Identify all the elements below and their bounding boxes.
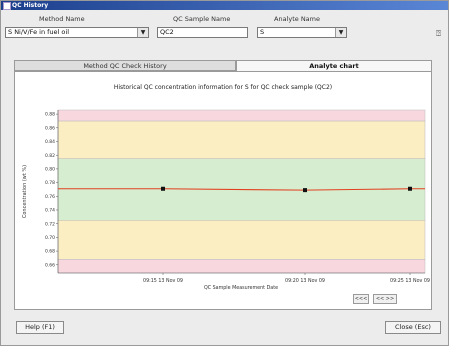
y-axis-label: Concentration (wt %): [22, 165, 28, 218]
y-tick-label: 0.86: [45, 125, 55, 131]
y-tick-label: 0.76: [45, 194, 55, 200]
analyte-name-value: S: [260, 28, 265, 36]
data-point: [303, 188, 307, 193]
y-tick-label: 0.80: [45, 166, 55, 172]
title-bar: QC History: [1, 1, 448, 10]
band-warn: [57, 120, 426, 159]
band-bad: [57, 109, 426, 122]
window-title: QC History: [12, 2, 49, 9]
tab-analyte-chart[interactable]: Analyte chart: [236, 60, 432, 71]
x-tick-label: 09:20 13 Nov 09: [285, 278, 325, 284]
chevron-down-icon[interactable]: ▼: [137, 28, 148, 37]
qc-chart: Historical QC concentration information …: [22, 84, 430, 291]
y-tick-label: 0.72: [45, 221, 55, 227]
nav-next-button[interactable]: << >>: [373, 294, 397, 304]
y-tick-label: 0.66: [45, 262, 55, 268]
x-tick-label: 09:15 13 Nov 09: [143, 278, 183, 284]
y-tick-label: 0.84: [45, 139, 55, 145]
data-point: [161, 186, 165, 191]
y-tick-label: 0.70: [45, 235, 55, 241]
tab-method-qc-check-history[interactable]: Method QC Check History: [14, 60, 236, 71]
x-tick-label: 09:25 13 Nov 09: [390, 278, 430, 284]
y-tick-label: 0.68: [45, 249, 55, 255]
y-tick-label: 0.82: [45, 153, 55, 159]
chart-panel: Historical QC concentration information …: [14, 71, 432, 310]
qc-sample-name-field[interactable]: QC2: [157, 27, 248, 38]
analyte-name-select[interactable]: S ▼: [257, 27, 347, 38]
y-tick-label: 0.74: [45, 208, 55, 214]
method-name-label: Method Name: [39, 15, 85, 23]
method-name-select[interactable]: S Ni/V/Fe in fuel oil ▼: [5, 27, 149, 38]
y-tick-label: 0.78: [45, 180, 55, 186]
close-button[interactable]: Close (Esc): [385, 321, 441, 334]
analyte-name-label: Analyte Name: [274, 15, 320, 23]
nav-prev-button[interactable]: <<<: [353, 294, 369, 304]
data-point: [408, 186, 412, 191]
chart-title: Historical QC concentration information …: [114, 84, 332, 91]
help-icon[interactable]: ⍰: [436, 29, 441, 38]
band-bad: [57, 259, 426, 274]
chevron-down-icon[interactable]: ▼: [335, 28, 346, 37]
method-name-value: S Ni/V/Fe in fuel oil: [8, 28, 69, 36]
band-warn: [57, 220, 426, 260]
y-tick-label: 0.88: [45, 112, 55, 118]
help-button[interactable]: Help (F1): [16, 321, 64, 334]
app-icon: [3, 2, 11, 10]
qc-sample-name-label: QC Sample Name: [173, 15, 231, 23]
x-axis-label: QC Sample Measurement Date: [204, 285, 278, 291]
